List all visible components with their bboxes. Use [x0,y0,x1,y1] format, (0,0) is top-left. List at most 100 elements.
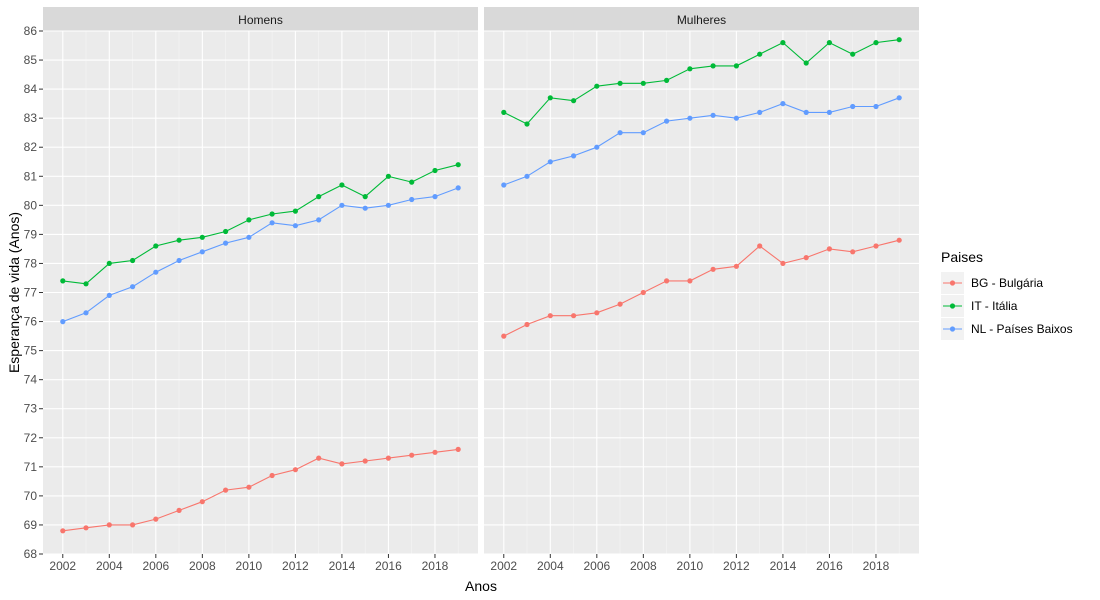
data-point [362,458,368,464]
data-point [826,109,833,115]
data-point [432,167,438,174]
facet-strip [484,7,919,31]
data-point [524,121,530,127]
data-point [339,461,345,467]
data-point [362,194,368,200]
x-tick-label: 2016 [375,559,402,573]
x-tick-label: 2010 [677,559,704,573]
data-point [176,257,182,264]
series-line [62,164,459,285]
data-point [501,182,507,188]
x-tick-label: 2008 [630,559,657,573]
facet-strip [43,7,478,31]
data-point [432,449,438,455]
data-point [316,194,322,200]
data-point [571,153,577,159]
data-point [850,51,856,57]
facet-strip-label: Homens [238,13,283,27]
data-point [362,205,368,211]
data-point [176,507,182,513]
data-point [617,301,623,307]
data-point [83,525,89,531]
data-point [60,319,66,325]
y-axis-title: Esperança de vida (Anos) [6,212,22,373]
data-point [409,452,415,458]
y-tick-label: 84 [24,82,38,96]
data-point [223,228,229,235]
y-tick-label: 77 [24,286,38,300]
data-point [594,144,600,150]
data-point [246,217,252,223]
data-point [780,101,786,107]
x-tick-label: 2014 [329,559,356,573]
x-tick-label: 2006 [142,559,169,573]
data-point [316,217,322,223]
y-tick-label: 73 [24,402,38,416]
data-point [617,80,623,86]
series-line [503,39,900,125]
y-tick-label: 83 [24,111,38,125]
legend-key-point [949,326,956,332]
series-line [62,448,459,532]
data-point [803,255,809,261]
data-point [199,499,205,505]
data-point [524,173,530,179]
data-point [757,243,763,249]
data-point [733,115,740,121]
legend-entry-label: BG - Bulgária [971,276,1043,290]
data-point [757,109,763,115]
data-point [547,313,553,319]
legend-entry-label: NL - Países Baixos [971,322,1073,336]
y-tick-label: 70 [24,489,38,503]
data-point [664,118,670,124]
x-tick-label: 2018 [863,559,890,573]
legend-title: Paises [941,249,983,265]
data-point [710,112,716,118]
data-point [733,63,740,69]
y-tick-label: 78 [24,256,38,270]
x-tick-label: 2002 [490,559,517,573]
data-point [873,103,879,110]
data-point [571,98,577,104]
y-tick-label: 72 [24,431,38,445]
data-point [153,243,159,249]
data-point [664,77,670,83]
y-tick-label: 75 [24,344,38,358]
series-line [62,187,459,323]
data-point [896,37,902,43]
facet-strip-label: Mulheres [677,13,726,27]
x-tick-label: 2012 [282,559,309,573]
data-point [757,51,763,57]
data-point [687,278,693,284]
y-tick-label: 69 [24,518,38,532]
data-point [60,528,66,534]
data-point [687,115,693,121]
data-point [850,249,856,255]
data-point [710,266,716,272]
data-point [873,243,879,249]
data-point [873,40,879,46]
legend-entry-label: IT - Itália [971,299,1018,313]
data-point [617,130,623,136]
data-point [385,455,391,461]
data-point [223,240,229,246]
y-tick-label: 80 [24,198,38,212]
data-point [292,223,298,229]
data-point [130,257,136,264]
x-tick-label: 2008 [189,559,216,573]
data-point [896,95,902,101]
data-point [687,66,693,72]
data-point [664,278,670,284]
data-point [385,202,391,208]
data-point [316,455,322,461]
data-point [269,472,275,479]
y-tick-label: 81 [24,169,38,183]
data-point [594,310,600,316]
x-tick-label: 2012 [723,559,750,573]
y-tick-label: 76 [24,315,38,329]
data-point [339,182,345,188]
data-point [455,185,461,191]
data-point [130,284,136,290]
x-tick-label: 2014 [770,559,797,573]
